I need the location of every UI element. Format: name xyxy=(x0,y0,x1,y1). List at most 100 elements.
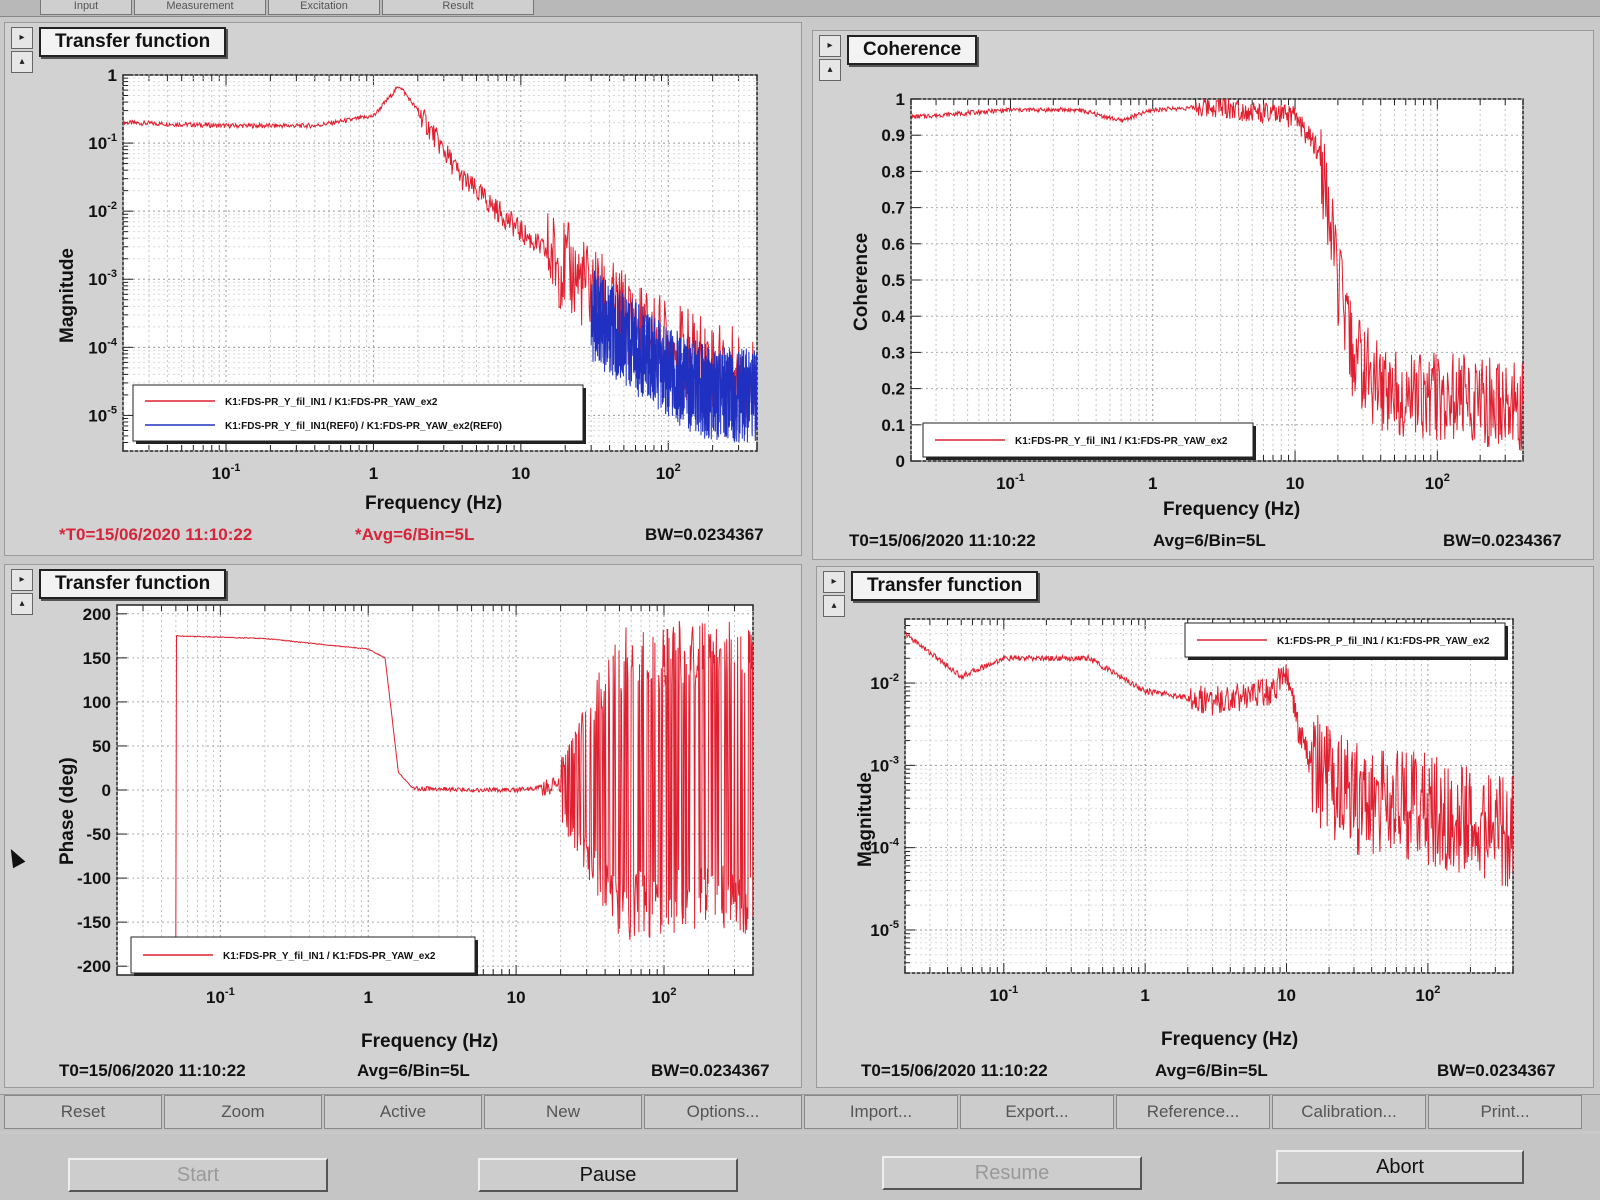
y-tick-label: 50 xyxy=(92,737,111,756)
panel-expand-arrow-icon[interactable]: ▸ xyxy=(11,27,33,49)
x-axis-label: Frequency (Hz) xyxy=(361,1031,499,1052)
x-tick-label: 102 xyxy=(1425,472,1450,493)
options-button[interactable]: Options... xyxy=(644,1095,802,1129)
legend-entry: K1:FDS-PR_P_fil_IN1 / K1:FDS-PR_YAW_ex2 xyxy=(1277,636,1490,647)
y-axis-label: Magnitude xyxy=(57,248,78,343)
resume-button[interactable]: Resume xyxy=(882,1156,1142,1190)
print-button[interactable]: Print... xyxy=(1428,1095,1582,1129)
y-tick-label: 0 xyxy=(896,452,905,471)
y-tick-label: -200 xyxy=(77,957,111,976)
reset-button[interactable]: Reset xyxy=(4,1095,162,1129)
y-tick-label: 10-2 xyxy=(870,672,899,693)
transfer-function-magnitude-plot-2[interactable]: 10-1 1 10 10210-210-310-410-5K1:FDS-PR_P_fi… xyxy=(817,567,1593,1087)
x-tick-label: 102 xyxy=(651,986,676,1007)
panel-options-arrow-icon[interactable]: ▴ xyxy=(823,595,845,617)
x-axis-label: Frequency (Hz) xyxy=(365,493,503,514)
new-button[interactable]: New xyxy=(484,1095,642,1129)
y-tick-label: 1 xyxy=(108,66,117,85)
y-tick-label: -150 xyxy=(77,913,111,932)
y-tick-label: 10-3 xyxy=(88,268,117,289)
series-line xyxy=(905,631,1513,887)
y-tick-label: 0.5 xyxy=(881,271,905,290)
status-bw: BW=0.0234367 xyxy=(1437,1061,1556,1080)
export-button[interactable]: Export... xyxy=(960,1095,1114,1129)
y-tick-label: 0.1 xyxy=(881,416,905,435)
legend-box xyxy=(132,384,584,442)
plot-panel-bottom-right: ▸ ▴ Transfer function 10-1 1 10 102 10-2 10-3… xyxy=(816,566,1594,1088)
series-line xyxy=(590,270,757,443)
panel-expand-arrow-icon[interactable]: ▸ xyxy=(11,569,33,591)
x-tick-label: 10 xyxy=(511,464,530,483)
grid xyxy=(122,74,758,452)
calibration-button[interactable]: Calibration... xyxy=(1272,1095,1426,1129)
x-tick-label: 10 xyxy=(1286,474,1305,493)
tab-excitation[interactable]: Excitation xyxy=(268,0,380,15)
series-line xyxy=(175,620,753,949)
tab-result[interactable]: Result xyxy=(382,0,534,15)
panel-title: Transfer function xyxy=(39,27,227,57)
x-tick-label: 1 xyxy=(369,464,378,483)
y-tick-label: 100 xyxy=(83,693,111,712)
plot-panel-top-left: ▸ ▴ Transfer function 10-1 1 10 102 1 10-1 10-… xyxy=(4,22,802,556)
y-tick-label: 0.2 xyxy=(881,380,905,399)
graph-toolbar: Reset Zoom Active New Options... Import.… xyxy=(0,1094,1600,1131)
x-axis-label: Frequency (Hz) xyxy=(1163,499,1301,520)
panel-options-arrow-icon[interactable]: ▴ xyxy=(11,51,33,73)
status-bw: BW=0.0234367 xyxy=(645,525,764,544)
transfer-function-phase-plot[interactable]: 10-1 1 10 102 200 150 100 50 0 -50 -100 -150 -200 K1:… xyxy=(5,565,801,1087)
y-axis-label: Coherence xyxy=(851,232,872,331)
panel-options-arrow-icon[interactable]: ▴ xyxy=(819,59,841,81)
import-button[interactable]: Import... xyxy=(804,1095,958,1129)
panel-expand-arrow-icon[interactable]: ▸ xyxy=(823,571,845,593)
legend-entry: K1:FDS-PR_Y_fil_IN1 / K1:FDS-PR_YAW_ex2 xyxy=(223,951,436,962)
y-tick-label: 0 xyxy=(102,781,111,800)
y-axis-label: Phase (deg) xyxy=(57,757,78,865)
x-tick-label: 102 xyxy=(1415,984,1440,1005)
status-t0: T0=15/06/2020 11:10:22 xyxy=(59,1061,246,1080)
series-line xyxy=(911,99,1523,451)
status-t0: T0=15/06/2020 11:10:22 xyxy=(849,531,1036,550)
y-tick-label: 10-2 xyxy=(88,200,117,221)
y-tick-label: 10-1 xyxy=(88,132,117,153)
plot-panel-top-right: ▸ ▴ Coherence 10-1 1 10 102 0 0.1 0.2 0.3 0.4 0.5… xyxy=(812,30,1594,560)
tab-measurement[interactable]: Measurement xyxy=(134,0,266,15)
tab-input[interactable]: Input xyxy=(40,0,132,15)
tab-strip: Input Measurement Excitation Result xyxy=(0,0,1600,17)
panel-title: Transfer function xyxy=(39,569,227,599)
x-tick-label: 1 xyxy=(1148,474,1157,493)
y-tick-label: -100 xyxy=(77,869,111,888)
legend-entry: K1:FDS-PR_Y_fil_IN1 / K1:FDS-PR_YAW_ex2 xyxy=(225,397,438,408)
transfer-function-magnitude-plot[interactable]: 10-1 1 10 102 1 10-1 10-2 10-3 10-4 10-5 K1:FDS-PR… xyxy=(5,23,801,555)
status-avg: Avg=6/Bin=5L xyxy=(1153,531,1266,550)
y-tick-label: 200 xyxy=(83,605,111,624)
panel-title: Transfer function xyxy=(851,571,1039,601)
y-tick-label: 1 xyxy=(896,90,905,109)
status-bw: BW=0.0234367 xyxy=(651,1061,770,1080)
y-tick-label: 10-5 xyxy=(870,919,899,940)
x-tick-label: 10 xyxy=(1277,986,1296,1005)
x-tick-label: 10-1 xyxy=(989,984,1018,1005)
status-avg: Avg=6/Bin=5L xyxy=(1155,1061,1268,1080)
y-axis-label: Magnitude xyxy=(855,772,876,867)
x-tick-label: 1 xyxy=(363,988,372,1007)
status-avg: *Avg=6/Bin=5L xyxy=(355,525,475,544)
x-tick-label: 102 xyxy=(656,462,681,483)
x-tick-label: 10-1 xyxy=(996,472,1025,493)
zoom-button[interactable]: Zoom xyxy=(164,1095,322,1129)
x-tick-label: 10-1 xyxy=(206,986,235,1007)
coherence-plot[interactable]: 10-1 1 10 102 0 0.1 0.2 0.3 0.4 0.5 0.6 0.7 0.8 0.9 1 K… xyxy=(813,31,1593,559)
legend-entry: K1:FDS-PR_Y_fil_IN1 / K1:FDS-PR_YAW_ex2 xyxy=(1015,436,1228,447)
x-tick-label: 1 xyxy=(1140,986,1149,1005)
panel-options-arrow-icon[interactable]: ▴ xyxy=(11,593,33,615)
y-tick-label: 0.8 xyxy=(881,162,905,181)
y-tick-label: 0.9 xyxy=(881,126,905,145)
pause-button[interactable]: Pause xyxy=(478,1158,738,1192)
panel-expand-arrow-icon[interactable]: ▸ xyxy=(819,35,841,57)
abort-button[interactable]: Abort xyxy=(1276,1150,1524,1184)
reference-button[interactable]: Reference... xyxy=(1116,1095,1270,1129)
x-tick-label: 10-1 xyxy=(212,462,241,483)
y-tick-label: 10-4 xyxy=(88,336,118,357)
y-tick-label: 0.3 xyxy=(881,343,905,362)
active-button[interactable]: Active xyxy=(324,1095,482,1129)
start-button[interactable]: Start xyxy=(68,1158,328,1192)
